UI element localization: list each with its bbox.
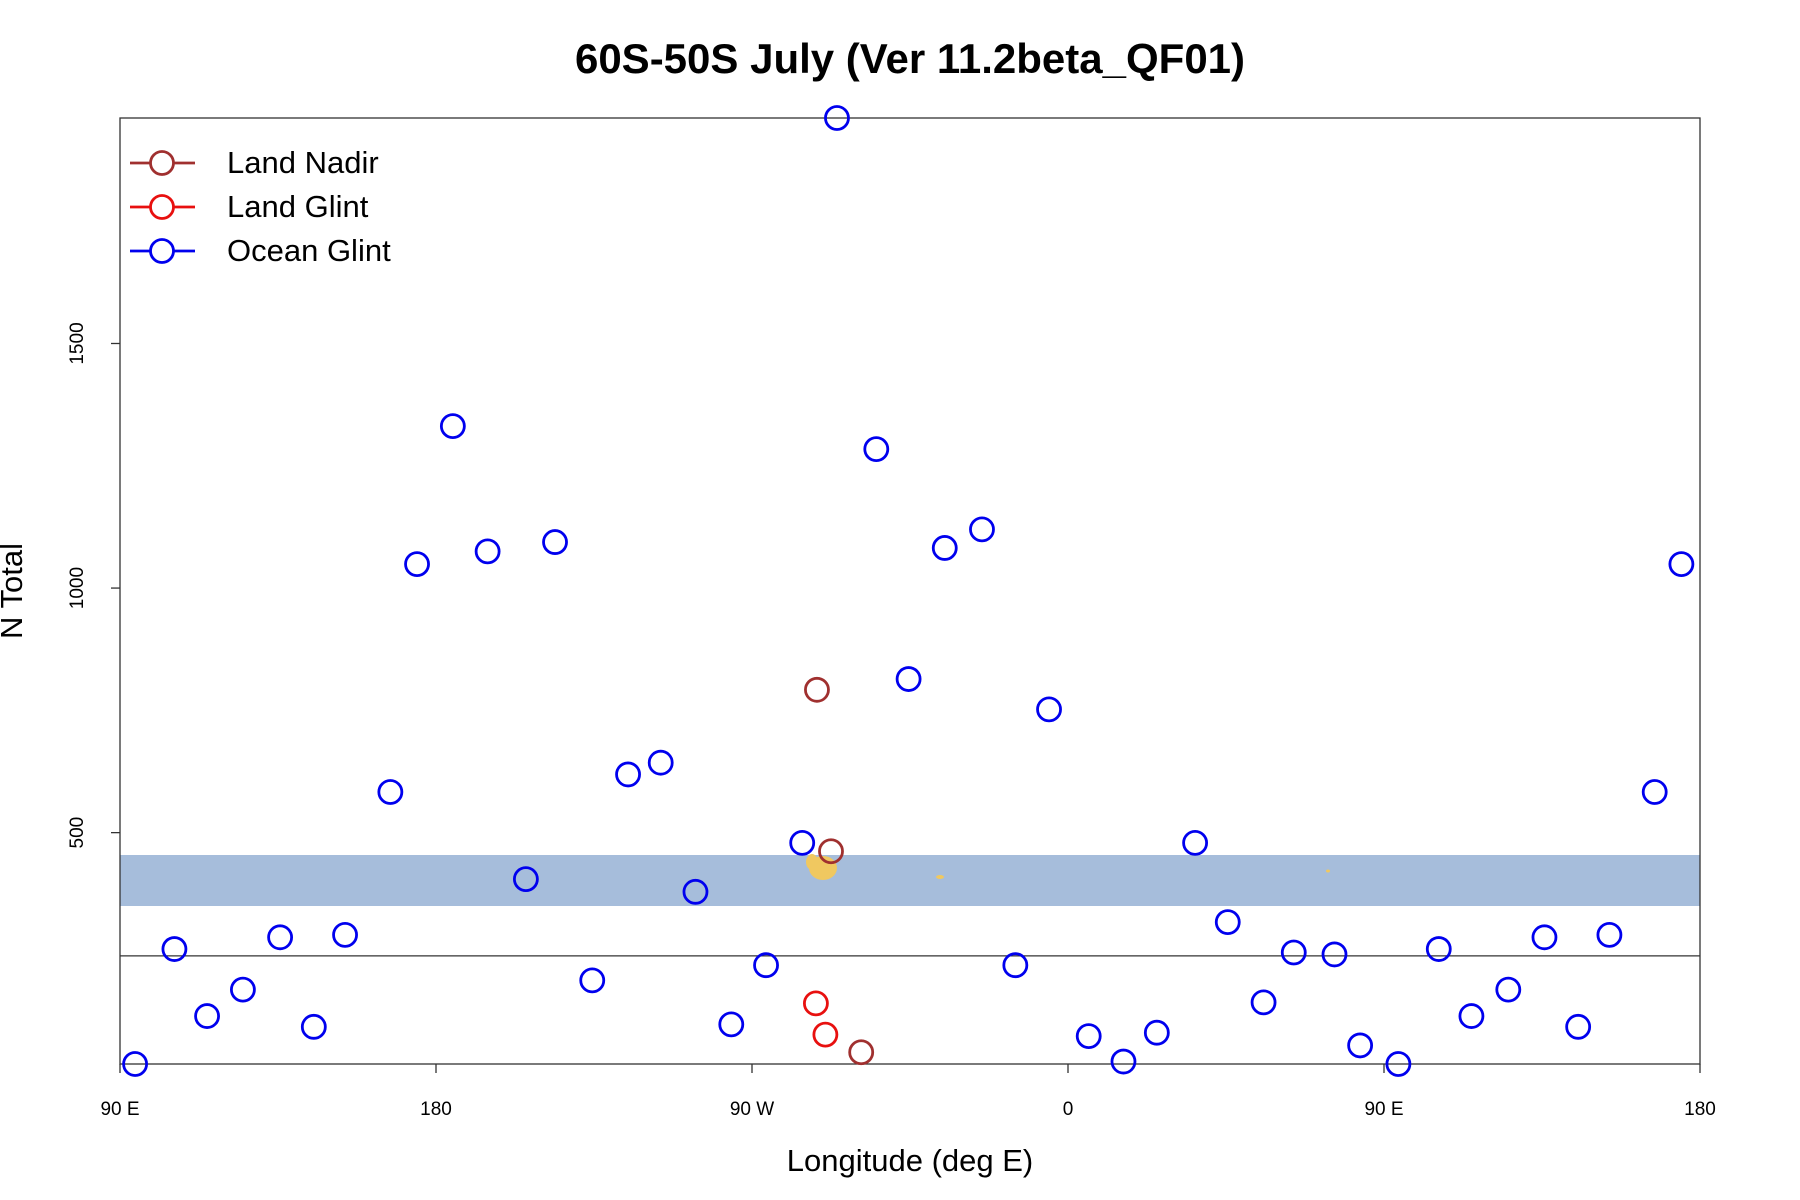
point	[332, 921, 358, 948]
y-tick-label: 500	[67, 817, 88, 849]
point	[818, 838, 844, 865]
point	[194, 1003, 220, 1029]
point	[300, 1013, 327, 1040]
point	[931, 535, 958, 561]
point	[863, 436, 890, 463]
point	[404, 551, 430, 577]
y-tick-label: 1000	[67, 567, 88, 609]
legend-label: Land Glint	[227, 189, 369, 224]
point	[647, 749, 674, 776]
point	[1110, 1048, 1137, 1075]
x-tick-label: 180	[1684, 1099, 1716, 1120]
point	[1002, 952, 1029, 979]
point	[439, 413, 466, 440]
point	[615, 761, 641, 788]
x-tick-label: 180	[420, 1099, 452, 1120]
legend-marker	[149, 194, 175, 220]
legend-label: Ocean Glint	[227, 233, 391, 268]
y-axis-label: N Total	[0, 543, 29, 639]
point	[1321, 941, 1348, 968]
point	[969, 516, 995, 543]
y-tick-label: 1500	[67, 322, 88, 364]
point	[1495, 976, 1522, 1003]
point	[718, 1011, 745, 1038]
plot-frame	[119, 117, 1701, 1065]
point	[789, 830, 816, 856]
x-axis-label: Longitude (deg E)	[787, 1143, 1033, 1178]
point	[1075, 1023, 1102, 1050]
point	[1250, 989, 1277, 1016]
point	[1531, 924, 1558, 951]
point	[1036, 696, 1062, 723]
point	[579, 967, 606, 994]
point	[1280, 939, 1307, 966]
point	[161, 936, 188, 962]
point	[1668, 551, 1695, 577]
map-band	[120, 855, 1700, 906]
legend-marker	[149, 150, 175, 176]
point	[1182, 830, 1209, 856]
x-tick-label: 90 E	[100, 1099, 139, 1120]
point	[377, 779, 404, 805]
point	[753, 952, 779, 979]
point	[267, 924, 294, 951]
point	[812, 1021, 839, 1048]
point	[803, 990, 829, 1017]
point	[848, 1039, 875, 1066]
point	[229, 976, 256, 1003]
point	[512, 866, 539, 893]
point	[1641, 779, 1668, 805]
point	[1214, 909, 1241, 936]
point	[804, 676, 830, 703]
point	[895, 666, 922, 692]
x-tick-label: 0	[1063, 1099, 1074, 1120]
x-tick-label: 90 W	[730, 1099, 774, 1120]
point	[1596, 921, 1623, 948]
point	[1565, 1013, 1592, 1040]
point	[1385, 1051, 1412, 1077]
point	[1458, 1003, 1485, 1029]
point	[542, 529, 568, 555]
point	[122, 1051, 148, 1077]
point	[474, 538, 501, 565]
legend-marker	[149, 238, 175, 264]
point	[824, 105, 850, 131]
point	[682, 878, 709, 905]
point	[1425, 936, 1452, 962]
point	[1143, 1019, 1170, 1046]
legend-label: Land Nadir	[227, 145, 379, 180]
chart-title: 60S-50S July (Ver 11.2beta_QF01)	[575, 35, 1245, 82]
x-tick-label: 90 E	[1364, 1099, 1403, 1120]
point	[1347, 1032, 1374, 1059]
